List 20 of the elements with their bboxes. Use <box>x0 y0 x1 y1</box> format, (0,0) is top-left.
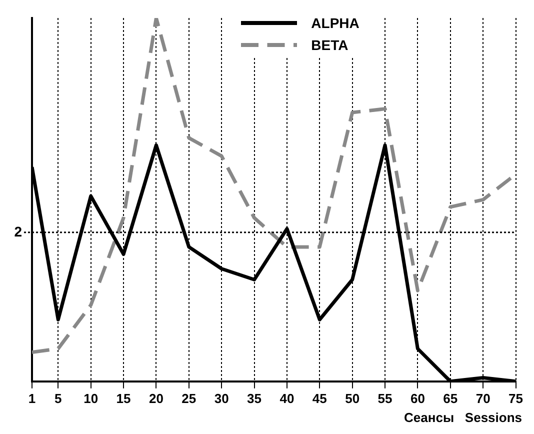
x-tick-label: 60 <box>410 390 425 406</box>
x-tick-label: 45 <box>312 390 327 406</box>
x-tick-label: 10 <box>84 390 98 406</box>
x-tick-label: 75 <box>508 390 524 406</box>
x-tick-label: 20 <box>148 390 164 406</box>
x-tick-label: 25 <box>182 390 196 406</box>
x-tick-label: 1 <box>28 390 36 406</box>
x-tick-label: 70 <box>476 390 490 406</box>
legend-label: ALPHA <box>311 15 360 31</box>
text: 2 <box>14 223 22 240</box>
x-axis-title: Сеансы Sessions <box>404 410 522 426</box>
x-tick-label: 40 <box>280 390 294 406</box>
x-tick-label: 50 <box>345 390 360 406</box>
x-tick-label: 15 <box>116 390 131 406</box>
legend-label: BETA <box>311 37 348 53</box>
x-tick-label: 5 <box>54 390 62 406</box>
x-tick-label: 65 <box>443 390 458 406</box>
x-tick-label: 30 <box>214 390 229 406</box>
x-tick-label: 55 <box>378 390 392 406</box>
x-tick-label: 35 <box>247 390 262 406</box>
